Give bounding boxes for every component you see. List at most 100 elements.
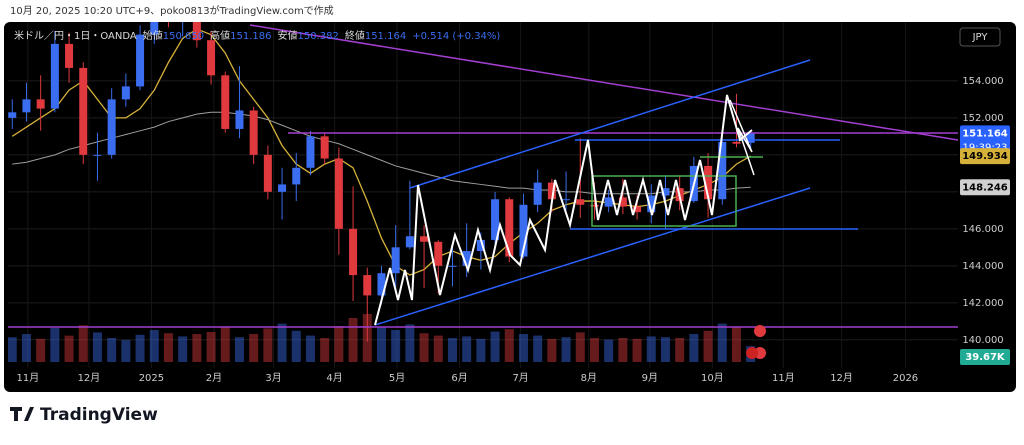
volume-bar bbox=[192, 334, 202, 362]
volume-bar bbox=[376, 327, 386, 362]
candle-body bbox=[661, 188, 670, 196]
candle-body bbox=[22, 99, 31, 113]
candle-body bbox=[349, 228, 358, 276]
y-tick-label: 140.000 bbox=[962, 335, 1003, 346]
candle-body bbox=[633, 206, 642, 213]
x-tick-label: 10月 bbox=[701, 372, 724, 384]
countdown: 19:39:23 bbox=[963, 142, 1008, 153]
symbol: 米ドル／円・1日・OANDA bbox=[14, 29, 137, 42]
price-tag-bg bbox=[960, 125, 1010, 156]
x-tick-label: 3月 bbox=[265, 372, 281, 384]
volume-bar bbox=[604, 339, 614, 362]
candle-body bbox=[448, 265, 457, 267]
candle-body bbox=[519, 204, 528, 257]
candle-body bbox=[704, 165, 713, 200]
ohlc-value: 151.164 bbox=[365, 31, 406, 42]
volume-bar bbox=[533, 335, 543, 362]
change: +0.514 (+0.34%) bbox=[412, 31, 500, 42]
drawings bbox=[8, 24, 958, 328]
volume-bar bbox=[462, 336, 472, 362]
candle-body bbox=[377, 273, 386, 296]
candle-body bbox=[533, 182, 542, 205]
ma-tag-bg bbox=[960, 148, 1010, 165]
x-tick-label: 11月 bbox=[17, 372, 40, 384]
candle-body bbox=[50, 43, 59, 109]
y-tick-label: 144.000 bbox=[962, 261, 1003, 272]
ma-tag: 149.934 bbox=[962, 151, 1008, 162]
x-tick-label: 5月 bbox=[389, 372, 405, 384]
volume-bar bbox=[689, 334, 699, 362]
moving-average bbox=[11, 28, 751, 276]
volume-bar bbox=[21, 334, 31, 362]
volume-bar bbox=[263, 328, 273, 362]
x-tick-label: 4月 bbox=[326, 372, 342, 384]
x-tick-label: 11月 bbox=[772, 372, 795, 384]
volume-bar bbox=[121, 340, 131, 362]
price-tag: 151.164 bbox=[962, 128, 1008, 139]
candle-body bbox=[647, 195, 656, 213]
candle-body bbox=[420, 236, 429, 242]
ohlc-name: 終値 bbox=[345, 29, 365, 42]
candle-body bbox=[732, 141, 741, 144]
channel-line bbox=[374, 187, 811, 326]
candle-body bbox=[306, 136, 315, 168]
candle-body bbox=[36, 99, 45, 109]
volume-bar bbox=[277, 323, 287, 362]
ohlc-name: 高値 bbox=[210, 29, 230, 42]
event-icon bbox=[754, 325, 766, 337]
volume-bar bbox=[149, 330, 159, 362]
candle-body bbox=[491, 199, 500, 240]
candle-body bbox=[192, 22, 201, 41]
x-tick-label: 2026 bbox=[893, 373, 918, 384]
ma-tag-bg bbox=[960, 179, 1010, 196]
ohlc-name: 安値 bbox=[277, 29, 297, 42]
candle-body bbox=[562, 199, 571, 201]
channel-line bbox=[409, 59, 811, 189]
candle-body bbox=[363, 275, 372, 296]
volume-bar bbox=[206, 332, 216, 362]
candle-body bbox=[65, 43, 74, 68]
x-tick-label: 2月 bbox=[206, 372, 222, 384]
candle-body bbox=[576, 199, 585, 205]
volume-bar bbox=[504, 329, 514, 362]
zigzag bbox=[374, 94, 753, 326]
candle-body bbox=[590, 204, 599, 207]
volume-bar bbox=[305, 335, 315, 362]
volume-bar bbox=[589, 338, 599, 362]
volume-bar bbox=[675, 338, 685, 362]
candle-body bbox=[434, 241, 443, 266]
ohlc-value: 151.186 bbox=[230, 31, 271, 42]
volume-bar bbox=[220, 326, 230, 362]
volume-bar bbox=[518, 334, 528, 362]
volume-bar bbox=[8, 337, 17, 362]
event-icon bbox=[746, 347, 758, 359]
candle-body bbox=[93, 154, 102, 156]
candle-body bbox=[462, 251, 471, 266]
volume-bar bbox=[178, 336, 188, 362]
candle-body bbox=[746, 133, 755, 143]
y-tick-label: 146.000 bbox=[962, 224, 1003, 235]
x-tick-label: 7月 bbox=[512, 372, 528, 384]
candle-body bbox=[8, 112, 17, 118]
volume-bar bbox=[50, 328, 60, 362]
volume-bar bbox=[78, 325, 88, 362]
trend-line bbox=[249, 24, 958, 141]
volume-bar bbox=[107, 338, 117, 362]
x-tick-label: 2025 bbox=[139, 373, 164, 384]
volume-bar bbox=[64, 335, 74, 362]
candle-body bbox=[235, 110, 244, 129]
candle-body bbox=[249, 110, 258, 155]
candle-body bbox=[79, 67, 88, 155]
currency[interactable]: JPY bbox=[972, 32, 989, 43]
volume-bar bbox=[660, 337, 670, 362]
zigzag bbox=[729, 99, 755, 176]
volume-bar bbox=[561, 337, 571, 362]
x-tick-label: 9月 bbox=[642, 372, 658, 384]
candle-body bbox=[263, 154, 272, 192]
legend: 米ドル／円・1日・OANDA 始値150.650 高値151.186 安値150.38… bbox=[14, 29, 500, 42]
y-tick-label: 142.000 bbox=[962, 298, 1003, 309]
candle-body bbox=[320, 136, 329, 159]
event-icons bbox=[746, 325, 766, 359]
currency-button[interactable] bbox=[959, 27, 1001, 47]
